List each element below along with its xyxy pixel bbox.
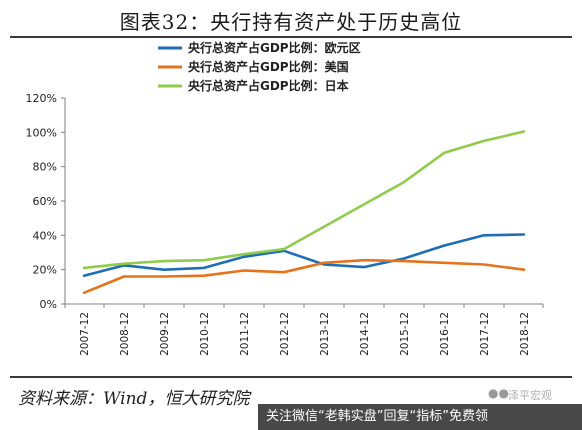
- chart-series: [82, 130, 526, 295]
- x-tick-label: 2010-12: [199, 312, 211, 356]
- x-tick-label: 2009-12: [159, 312, 171, 356]
- wechat-icon: ●●: [488, 386, 509, 400]
- series-line: [82, 233, 526, 278]
- x-tick-label: 2016-12: [439, 312, 451, 356]
- y-tick-label: 20%: [33, 264, 57, 277]
- legend-label: 央行总资产占GDP比例：日本: [188, 78, 349, 93]
- x-tick-label: 2015-12: [399, 312, 411, 356]
- series-line: [82, 258, 526, 295]
- y-tick-label: 100%: [26, 126, 57, 139]
- x-tick-label: 2018-12: [519, 312, 531, 356]
- y-tick-label: 60%: [33, 195, 57, 208]
- footer-divider: [10, 376, 572, 378]
- line-chart: 央行总资产占GDP比例：欧元区央行总资产占GDP比例：美国央行总资产占GDP比例…: [26, 40, 544, 356]
- chart-legend: 央行总资产占GDP比例：欧元区央行总资产占GDP比例：美国央行总资产占GDP比例…: [158, 40, 361, 93]
- series-line: [82, 130, 526, 270]
- source-note: 资料来源：Wind，恒大研究院: [18, 389, 250, 409]
- legend-label: 央行总资产占GDP比例：欧元区: [188, 40, 361, 55]
- x-tick-label: 2007-12: [79, 312, 91, 356]
- x-tick-label: 2017-12: [479, 312, 491, 356]
- promo-banner[interactable]: 关注微信“老韩实盘”回复“指标”免费领: [258, 404, 582, 430]
- y-tick-label: 40%: [33, 229, 57, 242]
- x-tick-label: 2013-12: [319, 312, 331, 356]
- x-tick-label: 2012-12: [279, 312, 291, 356]
- y-tick-label: 80%: [33, 161, 57, 174]
- x-tick-label: 2008-12: [119, 312, 131, 356]
- title-divider: [10, 36, 572, 38]
- chart-title: 图表32：央行持有资产处于历史高位: [119, 10, 463, 34]
- legend-label: 央行总资产占GDP比例：美国: [188, 59, 349, 74]
- watermark-text: 泽平宏观: [508, 389, 552, 402]
- chart-axes: 0% 20% 40% 60% 80% 100% 120% 2007-12 2008-12 2009…: [26, 92, 544, 356]
- x-tick-label: 2014-12: [359, 312, 371, 356]
- x-tick-label: 2011-12: [239, 312, 251, 356]
- y-tick-label: 120%: [26, 92, 57, 105]
- y-tick-label: 0%: [40, 298, 57, 311]
